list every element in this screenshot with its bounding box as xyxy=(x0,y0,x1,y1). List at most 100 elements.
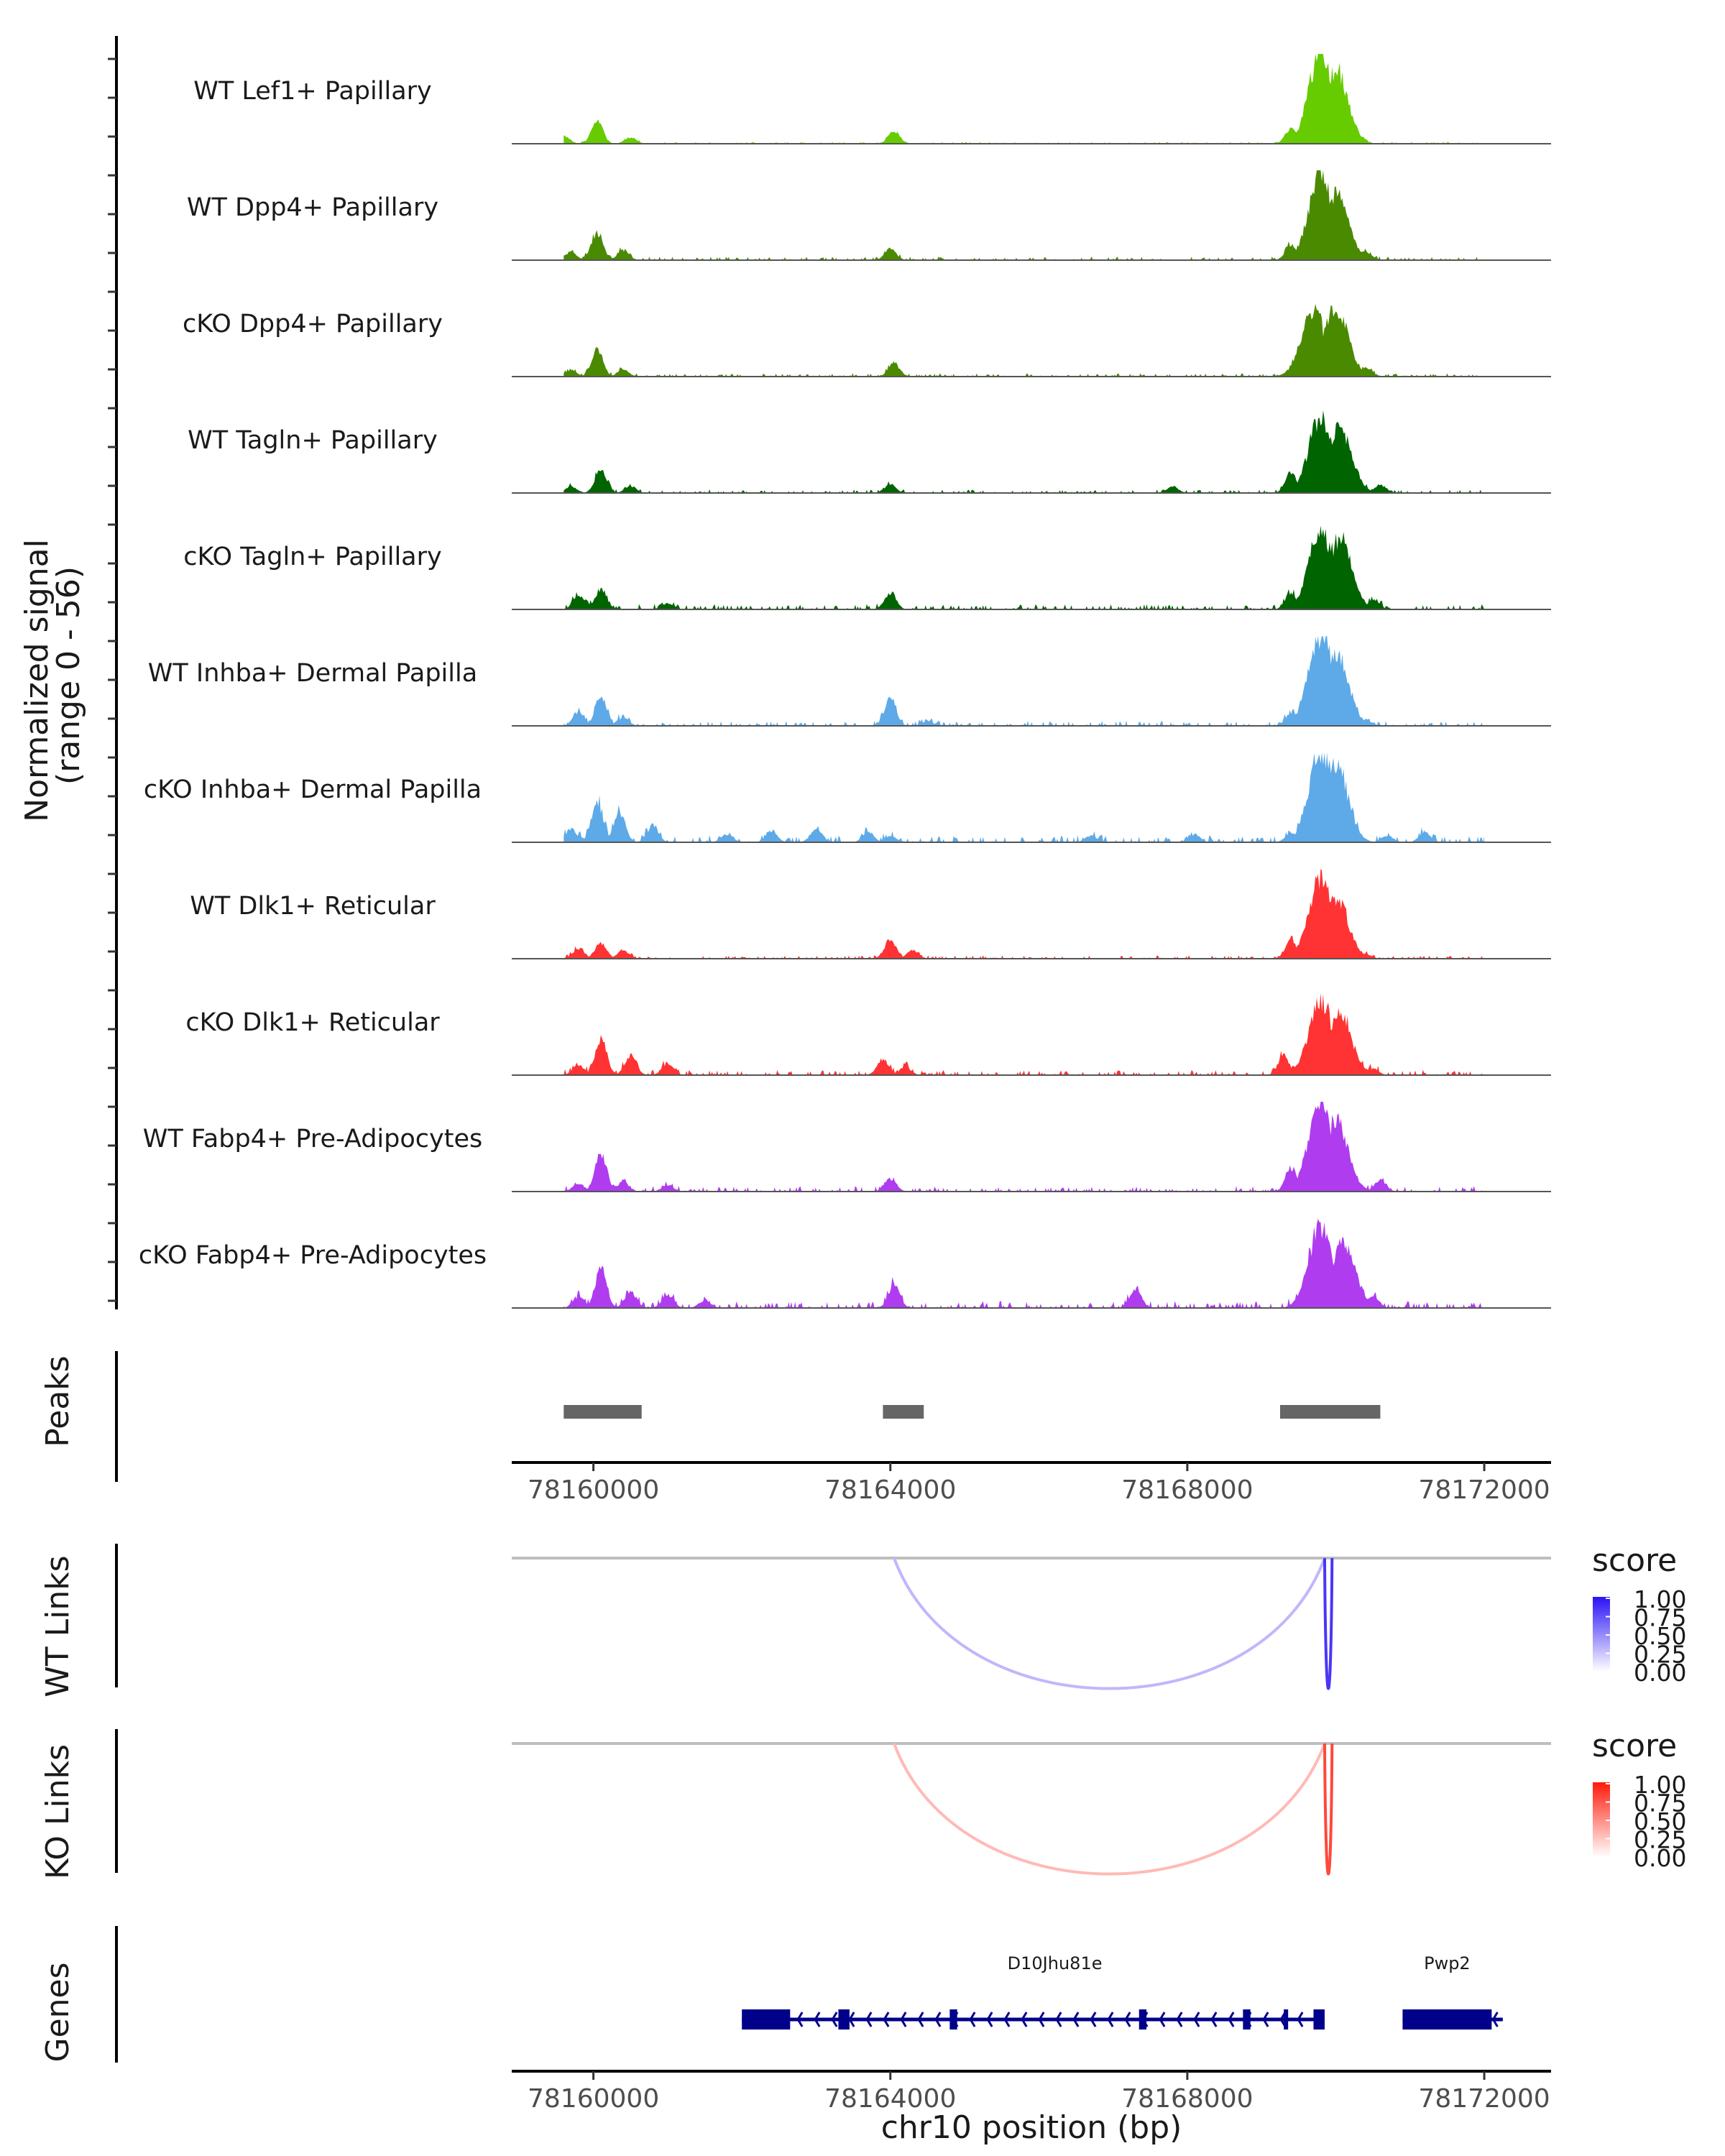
peak-region xyxy=(1280,1405,1381,1419)
coverage-track: WT Lef1+ Papillary xyxy=(193,54,1551,144)
strand-arrow xyxy=(1297,2012,1304,2027)
legend-tick-label: 0.50 xyxy=(1634,1622,1686,1650)
track-label: cKO Dlk1+ Reticular xyxy=(185,1008,440,1037)
coverage-track: WT Inhba+ Dermal Papilla xyxy=(148,636,1551,727)
strand-arrow xyxy=(883,2012,890,2027)
x-axis-label: chr10 position (bp) xyxy=(881,2109,1182,2146)
gene: Pwp2 xyxy=(1402,1953,1503,2030)
legend-tick-label: 0.25 xyxy=(1634,1826,1686,1854)
coverage-area xyxy=(564,752,1485,842)
coverage-area xyxy=(564,1102,1485,1192)
strand-arrow xyxy=(1262,2012,1269,2027)
coverage-area xyxy=(564,410,1485,493)
ko-links-label: KO Links xyxy=(40,1744,76,1879)
coverage-tracks: WT Lef1+ Papillary WT Dpp4+ Papillary cKO … xyxy=(108,36,1551,1309)
strand-arrow xyxy=(1021,2012,1028,2027)
legend-tick-label: 1.00 xyxy=(1634,1771,1686,1799)
legend-tick-label: 0.00 xyxy=(1634,1659,1686,1687)
track-label: WT Lef1+ Papillary xyxy=(193,77,432,106)
track-label: WT Inhba+ Dermal Papilla xyxy=(148,659,477,688)
gene-exon xyxy=(1138,2009,1147,2030)
strand-arrow xyxy=(796,2012,804,2027)
peaks-x-axis-tick-label: 78168000 xyxy=(1121,1475,1253,1505)
strand-arrow xyxy=(1072,2012,1080,2027)
coverage-track: cKO Fabp4+ Pre-Adipocytes xyxy=(139,1218,1551,1309)
gene-name: Pwp2 xyxy=(1424,1953,1471,1973)
track-label: cKO Dpp4+ Papillary xyxy=(183,310,443,338)
coverage-area xyxy=(564,1218,1485,1308)
coverage-area xyxy=(564,54,1485,144)
coverage-track: cKO Tagln+ Papillary xyxy=(183,525,1551,610)
gene-exon xyxy=(742,2009,791,2030)
coverage-area xyxy=(564,869,1485,959)
track-label: WT Dpp4+ Papillary xyxy=(187,193,438,222)
peaks-x-axis-tick-label: 78172000 xyxy=(1418,1475,1550,1505)
legend-tick-label: 0.50 xyxy=(1634,1807,1686,1835)
peak-region xyxy=(883,1405,924,1419)
strand-arrow xyxy=(814,2012,821,2027)
genes-x-axis-tick-label: 78164000 xyxy=(824,2084,956,2114)
strand-arrow xyxy=(1055,2012,1062,2027)
y-axis-label-line1: Normalized signal xyxy=(19,539,55,822)
strand-arrow xyxy=(969,2012,976,2027)
genes-track-label: Genes xyxy=(40,1962,76,2062)
coverage-track: WT Dlk1+ Reticular xyxy=(190,869,1551,959)
link-arc xyxy=(893,1743,1326,1876)
strand-arrow xyxy=(831,2012,838,2027)
peak-region xyxy=(564,1405,642,1419)
strand-arrow xyxy=(1193,2012,1200,2027)
genes-x-axis-tick-label: 78160000 xyxy=(528,2084,659,2114)
coverage-track: cKO Inhba+ Dermal Papilla xyxy=(144,752,1551,843)
gene-exon xyxy=(838,2009,850,2030)
genes-x-axis-tick-label: 78168000 xyxy=(1121,2084,1253,2114)
gene-name: D10Jhu81e xyxy=(1008,1953,1103,1973)
strand-arrow xyxy=(1003,2012,1011,2027)
track-label: WT Fabp4+ Pre-Adipocytes xyxy=(143,1125,482,1153)
strand-arrow xyxy=(848,2012,855,2027)
genes-x-axis-tick-label: 78172000 xyxy=(1418,2084,1550,2114)
strand-arrow xyxy=(1107,2012,1114,2027)
legend-tick-label: 0.00 xyxy=(1634,1844,1686,1872)
strand-arrow xyxy=(1090,2012,1097,2027)
legend-tick-label: 0.75 xyxy=(1634,1604,1686,1632)
coverage-area xyxy=(564,525,1485,609)
link-arc xyxy=(893,1557,1326,1690)
coverage-track: cKO Dlk1+ Reticular xyxy=(185,992,1551,1076)
legend-title: score xyxy=(1592,1728,1677,1764)
strand-arrow xyxy=(1176,2012,1183,2027)
track-label: cKO Inhba+ Dermal Papilla xyxy=(144,775,482,804)
coverage-track: WT Tagln+ Papillary xyxy=(188,410,1551,494)
strand-arrow xyxy=(1159,2012,1166,2027)
track-label: WT Dlk1+ Reticular xyxy=(190,892,436,921)
gene-exon xyxy=(1313,2009,1325,2030)
strand-arrow xyxy=(1038,2012,1045,2027)
link-arc xyxy=(1322,1743,1334,1876)
peaks-x-axis-tick-label: 78164000 xyxy=(824,1475,956,1505)
strand-arrow xyxy=(986,2012,993,2027)
coverage-area xyxy=(564,636,1485,726)
track-label: WT Tagln+ Papillary xyxy=(188,426,438,455)
peaks-x-axis-tick-label: 78160000 xyxy=(528,1475,659,1505)
strand-arrow xyxy=(917,2012,924,2027)
strand-arrow xyxy=(865,2012,873,2027)
link-arc xyxy=(1322,1557,1334,1690)
strand-arrow xyxy=(934,2012,942,2027)
track-label: cKO Tagln+ Papillary xyxy=(183,543,442,571)
coverage-track: WT Dpp4+ Papillary xyxy=(187,170,1551,261)
coverage-area xyxy=(564,170,1485,260)
legend-title: score xyxy=(1592,1542,1677,1579)
strand-arrow xyxy=(1124,2012,1131,2027)
legend-tick-label: 1.00 xyxy=(1634,1585,1686,1613)
gene-exon xyxy=(1243,2009,1251,2030)
strand-arrow xyxy=(1228,2012,1235,2027)
peaks-track-label: Peaks xyxy=(40,1355,76,1447)
strand-arrow xyxy=(1491,2012,1499,2027)
gene: D10Jhu81e xyxy=(742,1953,1325,2030)
annotation-tracks: Peaks 78160000 78164000 78168000 78172000 WT … xyxy=(40,1351,1686,2114)
coverage-area xyxy=(564,303,1485,377)
strand-arrow xyxy=(1210,2012,1218,2027)
gene-exon xyxy=(1402,2009,1492,2030)
track-label: cKO Fabp4+ Pre-Adipocytes xyxy=(139,1241,487,1270)
coverage-track: WT Fabp4+ Pre-Adipocytes xyxy=(143,1102,1551,1192)
